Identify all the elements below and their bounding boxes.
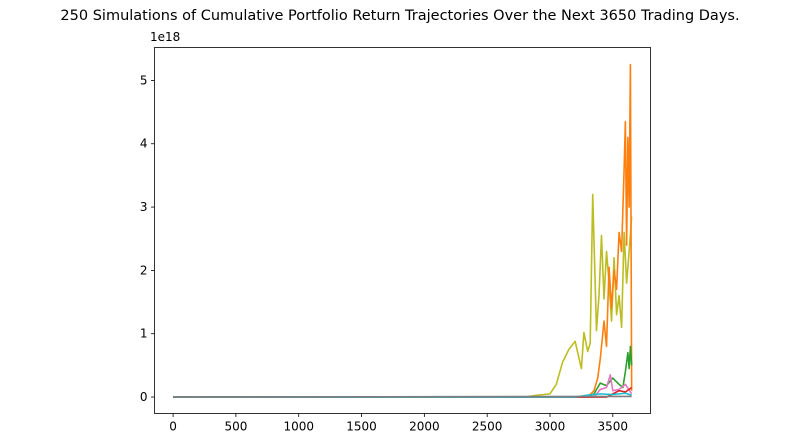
plot-frame bbox=[154, 47, 651, 414]
y-axis: 0 1 2 3 4 5 bbox=[140, 73, 155, 404]
series-line-3 bbox=[173, 374, 633, 398]
x-tick-label: 3000 bbox=[535, 420, 566, 434]
series-line-0 bbox=[173, 193, 633, 398]
x-tick-label: 500 bbox=[224, 420, 247, 434]
series-layer bbox=[173, 63, 633, 398]
y-tick-label: 3 bbox=[140, 200, 148, 214]
y-tick-label: 1 bbox=[140, 327, 148, 341]
x-tick-label: 1500 bbox=[346, 420, 377, 434]
y-tick-label: 4 bbox=[140, 137, 148, 151]
series-line-4 bbox=[173, 386, 633, 398]
series-line-1 bbox=[173, 63, 633, 398]
chart-title: 250 Simulations of Cumulative Portfolio … bbox=[60, 8, 739, 24]
x-axis: 0 500 1000 1500 2000 2500 3000 3500 bbox=[169, 413, 629, 434]
series-line-2 bbox=[173, 345, 633, 398]
x-tick-label: 3500 bbox=[598, 420, 629, 434]
y-tick-label: 2 bbox=[140, 263, 148, 277]
x-tick-label: 1000 bbox=[283, 420, 314, 434]
x-tick-label: 0 bbox=[169, 420, 177, 434]
y-tick-label: 0 bbox=[140, 390, 148, 404]
y-offset-label: 1e18 bbox=[150, 30, 180, 44]
x-tick-label: 2000 bbox=[409, 420, 440, 434]
y-tick-label: 5 bbox=[140, 73, 148, 87]
series-line-6 bbox=[173, 395, 632, 398]
x-tick-label: 2500 bbox=[472, 420, 503, 434]
